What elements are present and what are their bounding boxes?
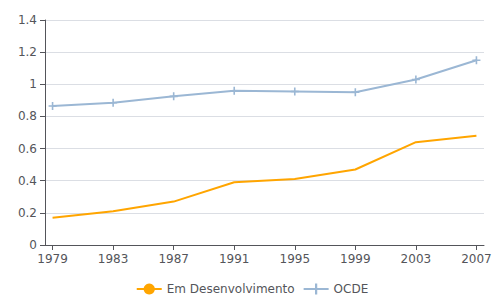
svg-text:0: 0 <box>29 238 37 252</box>
svg-text:1995: 1995 <box>280 252 311 266</box>
svg-text:0.8: 0.8 <box>18 109 37 123</box>
svg-text:1999: 1999 <box>340 252 371 266</box>
svg-text:2007: 2007 <box>461 252 492 266</box>
svg-text:OCDE: OCDE <box>334 282 369 296</box>
svg-text:0.2: 0.2 <box>18 206 37 220</box>
svg-text:1987: 1987 <box>158 252 189 266</box>
svg-text:1983: 1983 <box>98 252 129 266</box>
svg-text:2003: 2003 <box>401 252 432 266</box>
svg-text:0.4: 0.4 <box>18 174 37 188</box>
svg-text:Em Desenvolvimento: Em Desenvolvimento <box>167 282 295 296</box>
svg-text:1979: 1979 <box>37 252 68 266</box>
svg-text:1.2: 1.2 <box>18 45 37 59</box>
svg-text:0.6: 0.6 <box>18 142 37 156</box>
svg-text:1.4: 1.4 <box>18 13 37 27</box>
svg-text:1: 1 <box>29 77 37 91</box>
svg-text:1991: 1991 <box>219 252 250 266</box>
